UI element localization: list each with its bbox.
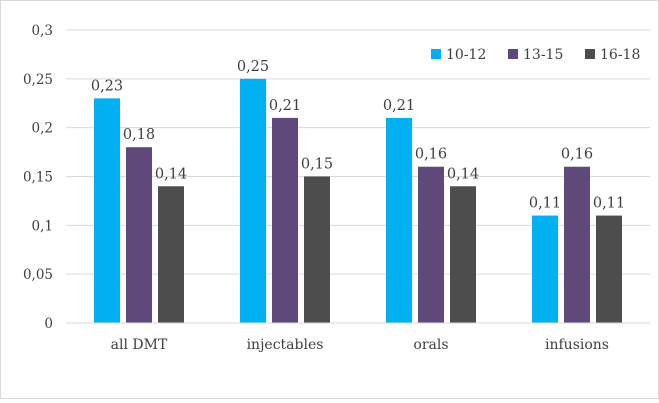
- data-label: 0,21: [383, 98, 415, 114]
- data-label: 0,16: [561, 147, 593, 163]
- bar-13-15-orals: [418, 166, 444, 323]
- legend-swatch-16-18: [585, 49, 595, 59]
- data-label: 0,18: [123, 127, 155, 143]
- data-label: 0,23: [91, 78, 123, 94]
- data-label: 0,14: [155, 166, 187, 182]
- legend-swatch-13-15: [508, 49, 518, 59]
- x-tick-label: all DMT: [111, 337, 168, 353]
- data-label: 0,25: [237, 59, 269, 75]
- legend: 10-12 13-15 16-18: [431, 47, 640, 63]
- legend-label: 16-18: [600, 47, 640, 63]
- y-tick-label: 0,1: [32, 218, 53, 234]
- legend-label: 10-12: [446, 47, 486, 63]
- bar-16-18-injectables: [304, 176, 330, 323]
- bar-10-12-injectables: [240, 78, 266, 323]
- bar-13-15-all-DMT: [126, 147, 152, 323]
- bar-16-18-all-DMT: [158, 186, 184, 323]
- bar-16-18-infusions: [596, 215, 622, 323]
- x-tick-label: injectables: [247, 337, 324, 353]
- bars: [94, 78, 622, 324]
- y-tick-label: 0,2: [32, 121, 53, 137]
- data-label: 0,11: [593, 196, 625, 212]
- bar-13-15-infusions: [564, 166, 590, 323]
- data-label: 0,21: [269, 98, 301, 114]
- bar-10-12-orals: [386, 117, 412, 324]
- bar-10-12-all-DMT: [94, 98, 120, 323]
- y-tick-label: 0,15: [23, 170, 53, 186]
- data-label: 0,11: [529, 196, 561, 212]
- data-label: 0,14: [447, 166, 479, 182]
- data-label: 0,16: [415, 147, 447, 163]
- y-tick-label: 0: [44, 316, 53, 332]
- data-label: 0,15: [301, 157, 333, 173]
- y-tick-label: 0,3: [32, 23, 53, 39]
- x-tick-label: orals: [413, 337, 448, 353]
- bar-13-15-injectables: [272, 117, 298, 324]
- y-tick-label: 0,25: [23, 72, 53, 88]
- y-tick-label: 0,05: [23, 267, 53, 283]
- gridlines: [66, 29, 650, 324]
- bar-16-18-orals: [450, 186, 476, 323]
- data-labels: 0,230,180,140,250,210,150,210,160,140,11…: [91, 59, 625, 212]
- x-tick-label: infusions: [545, 337, 609, 353]
- legend-label: 13-15: [523, 47, 563, 63]
- bar-10-12-infusions: [532, 215, 558, 323]
- y-axis-tick-labels: 0 0,05 0,1 0,15 0,2 0,25 0,3: [23, 23, 53, 332]
- legend-swatch-10-12: [431, 49, 441, 59]
- x-axis: all DMT injectables orals infusions: [66, 322, 650, 353]
